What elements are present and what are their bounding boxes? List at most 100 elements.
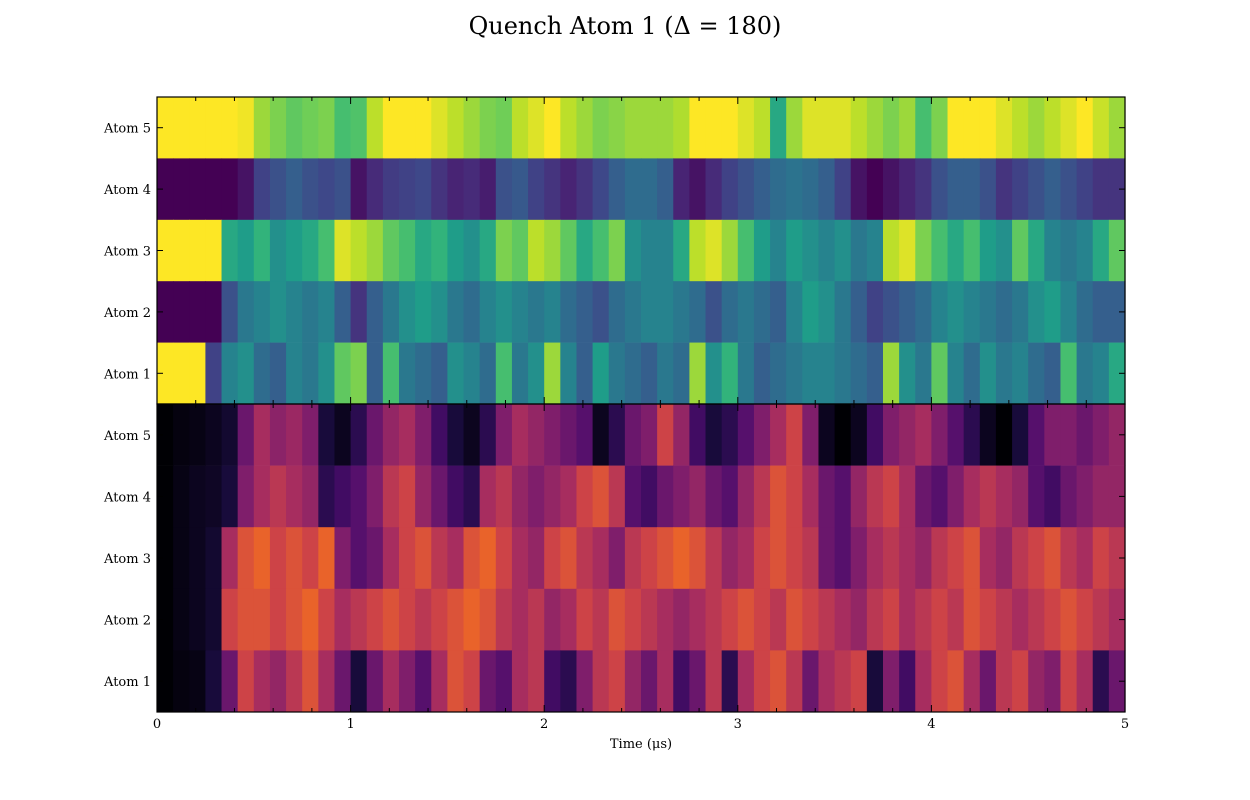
heatmap-cell (1028, 281, 1045, 343)
heatmap-cell (302, 650, 319, 713)
heatmap-cell (1044, 650, 1062, 713)
heatmap-cell (544, 527, 561, 590)
heatmap-cell (205, 219, 223, 282)
heatmap-cell (560, 97, 578, 159)
heatmap-cell (205, 158, 223, 221)
heatmap-cell (947, 97, 965, 159)
heatmap-cell (366, 650, 384, 713)
heatmap-cell (1028, 588, 1045, 651)
heatmap-cell (528, 650, 545, 713)
heatmap-cell (269, 342, 287, 405)
heatmap-cell (269, 158, 287, 221)
heatmap-cell (431, 158, 448, 221)
heatmap-cell (269, 219, 287, 282)
heatmap-cell (834, 342, 852, 405)
heatmap-cell (269, 465, 287, 528)
heatmap-cell (511, 219, 529, 282)
heatmap-cell (753, 342, 771, 405)
heatmap-cell (157, 527, 174, 590)
heatmap-cell (528, 588, 545, 651)
heatmap-cell (883, 97, 900, 159)
heatmap-cell (995, 527, 1013, 590)
heatmap-cell (834, 588, 852, 651)
heatmap-cell (624, 465, 642, 528)
heatmap-cell (576, 97, 594, 159)
heatmap-cell (641, 404, 658, 466)
heatmap-cell (1076, 158, 1094, 221)
heatmap-cell (592, 219, 610, 282)
heatmap-cell (979, 158, 997, 221)
heatmap-cell (641, 158, 658, 221)
heatmap-cell (592, 158, 610, 221)
heatmap-cell (511, 158, 529, 221)
heatmap-cell (641, 588, 658, 651)
heatmap-cell (528, 219, 545, 282)
heatmap-cell (947, 527, 965, 590)
heatmap-cell (237, 281, 255, 343)
heatmap-cell (753, 527, 771, 590)
heatmap-cell (883, 342, 900, 405)
heatmap-cell (1060, 219, 1078, 282)
heatmap-cell (979, 588, 997, 651)
heatmap-cell (947, 404, 965, 466)
heatmap-cell (737, 527, 755, 590)
heatmap-cell (415, 281, 432, 343)
heatmap-cell (269, 97, 287, 159)
heatmap-cell (1028, 342, 1045, 405)
heatmap-cell (576, 281, 594, 343)
heatmap-cell (544, 219, 561, 282)
heatmap-cell (237, 342, 255, 405)
heatmap-cell (931, 158, 949, 221)
heatmap-cell (528, 158, 545, 221)
heatmap-cell (737, 281, 755, 343)
heatmap-cell (834, 527, 852, 590)
heatmap-cell (689, 404, 707, 466)
heatmap-cell (366, 404, 384, 466)
heatmap-cell (818, 527, 836, 590)
heatmap-cell (770, 342, 787, 405)
heatmap-cell (1028, 465, 1045, 528)
heatmap-cell (608, 342, 626, 405)
heatmap-cell (173, 158, 190, 221)
heatmap-cell (899, 527, 916, 590)
heatmap-cell (447, 527, 465, 590)
heatmap-cell (673, 588, 690, 651)
heatmap-cell (350, 527, 368, 590)
heatmap-cell (673, 527, 690, 590)
heatmap-cell (318, 588, 336, 651)
heatmap-cell (608, 588, 626, 651)
heatmap-cell (253, 527, 271, 590)
heatmap-cell (770, 219, 787, 282)
row-label: Atom 5 (103, 122, 151, 137)
heatmap-cell (479, 97, 497, 159)
heatmap-cell (431, 588, 448, 651)
heatmap-cell (382, 158, 400, 221)
heatmap-cell (189, 588, 206, 651)
heatmap-cell (818, 281, 836, 343)
heatmap-cell (447, 281, 465, 343)
heatmap-cell (979, 527, 997, 590)
heatmap-cell (673, 404, 690, 466)
heatmap-cell (657, 527, 674, 590)
heatmap-cell (818, 588, 836, 651)
heatmap-cell (382, 527, 400, 590)
heatmap-cell (350, 281, 368, 343)
heatmap-cell (1076, 97, 1094, 159)
heatmap-cell (237, 158, 255, 221)
heatmap-cell (253, 281, 271, 343)
heatmap-cell (350, 342, 368, 405)
heatmap-cell (544, 404, 561, 466)
heatmap-cell (1060, 97, 1078, 159)
heatmap-cell (753, 650, 771, 713)
row-label: Atom 3 (103, 552, 151, 567)
heatmap-cell (1012, 281, 1029, 343)
heatmap-cell (850, 219, 868, 282)
heatmap-cell (979, 219, 997, 282)
heatmap-cell (1028, 97, 1045, 159)
x-tick-label: 0 (153, 717, 161, 732)
heatmap-cell (1044, 97, 1062, 159)
heatmap-cell (979, 650, 997, 713)
heatmap-cell (915, 404, 932, 466)
heatmap-cell (866, 404, 884, 466)
